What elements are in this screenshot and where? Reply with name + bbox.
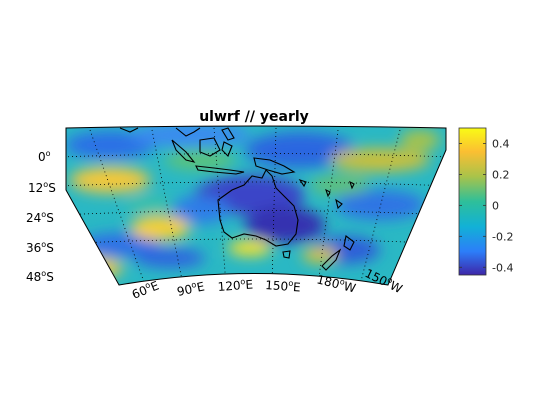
map-field [66,126,446,285]
lon-label: 180oW [315,271,357,295]
lat-label: 0o [38,149,51,164]
graticule [66,127,446,285]
coastlines [119,127,355,271]
colorbar-tick-label: -0.4 [492,261,513,274]
map-frame [65,125,447,286]
colorbar-ticks: 0.4 0.2 0 -0.2 -0.4 [459,137,513,274]
lat-label: 36oS [26,240,54,255]
lon-label: 150oE [265,277,301,294]
latitude-labels: 0o 12oS 24oS 36oS 48oS [26,149,56,284]
lat-label: 24oS [26,210,54,225]
colorbar-tick-label: 0.2 [492,168,510,181]
colorbar-tick-label: -0.2 [492,230,513,243]
figure-title: ulwrf // yearly [199,109,309,125]
colorbar: 0.4 0.2 0 -0.2 -0.4 [458,127,513,276]
lon-label: 120oE [217,277,253,294]
lat-label: 12oS [28,180,56,195]
colorbar-gradient [458,127,487,276]
lon-label: 90oE [176,278,206,298]
lat-label: 48oS [26,269,54,284]
colorbar-tick-label: 0 [492,199,499,212]
colorbar-tick-label: 0.4 [492,137,510,150]
